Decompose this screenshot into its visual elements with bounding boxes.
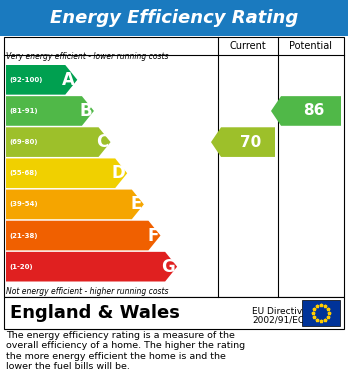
Text: (39-54): (39-54) [9,201,38,207]
Text: G: G [161,258,175,276]
Polygon shape [6,221,160,250]
Text: B: B [79,102,92,120]
Polygon shape [6,190,144,219]
Text: C: C [96,133,109,151]
Polygon shape [6,252,177,282]
Text: A: A [62,71,75,89]
Bar [4,297,344,329]
Polygon shape [6,127,111,157]
Text: (81-91): (81-91) [9,108,38,114]
Bar [4,37,344,297]
Polygon shape [271,96,341,126]
Text: 2002/91/EC: 2002/91/EC [252,316,304,325]
Polygon shape [6,158,127,188]
Text: England & Wales: England & Wales [10,304,180,322]
Text: (55-68): (55-68) [9,170,37,176]
Text: (21-38): (21-38) [9,233,38,239]
Polygon shape [211,127,275,157]
Text: 86: 86 [303,104,325,118]
Text: EU Directive: EU Directive [252,307,308,316]
Bar [0,0,348,36]
Text: The energy efficiency rating is a measure of the
overall efficiency of a home. T: The energy efficiency rating is a measur… [6,331,245,371]
Text: 70: 70 [240,135,262,150]
Text: F: F [147,226,158,244]
Text: (69-80): (69-80) [9,139,38,145]
Text: E: E [130,196,142,213]
Text: Current: Current [230,41,266,51]
Text: Very energy efficient - lower running costs: Very energy efficient - lower running co… [6,52,168,61]
Text: Potential: Potential [290,41,332,51]
Polygon shape [6,96,94,126]
Text: Energy Efficiency Rating: Energy Efficiency Rating [50,9,298,27]
Text: (92-100): (92-100) [9,77,42,83]
Text: Not energy efficient - higher running costs: Not energy efficient - higher running co… [6,287,168,296]
Text: (1-20): (1-20) [9,264,33,270]
Polygon shape [6,65,77,95]
Text: D: D [111,164,125,182]
Bar [302,300,340,326]
